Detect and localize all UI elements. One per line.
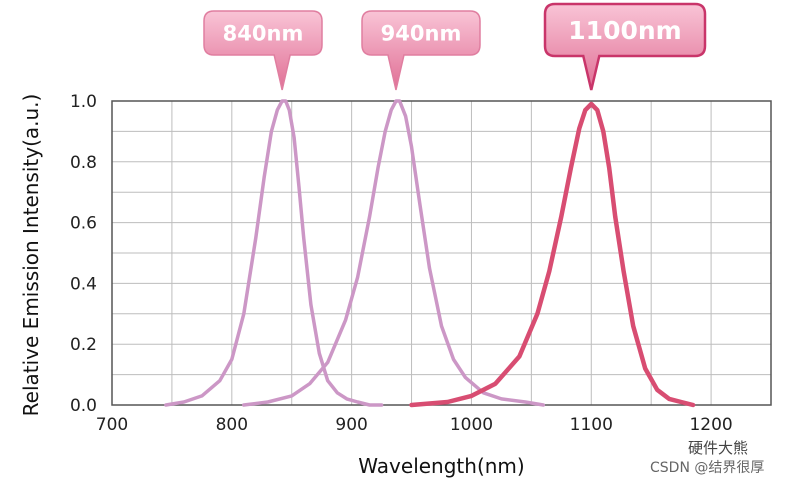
- x-tick-label: 1100: [570, 415, 613, 435]
- x-tick-label: 900: [335, 415, 367, 435]
- x-tick-label: 1200: [689, 415, 732, 435]
- y-tick-label: 1.0: [70, 92, 97, 112]
- callout-bubble: [543, 2, 707, 91]
- y-tick-label: 0.4: [70, 274, 97, 294]
- callout-bubble: [361, 10, 481, 91]
- series-line-840nm: [164, 99, 384, 407]
- peak-callouts: 840nm 940nm 1100nm: [203, 2, 707, 91]
- grid: [112, 101, 771, 405]
- callout-label: 940nm: [381, 22, 462, 46]
- y-tick-label: 0.2: [70, 335, 97, 355]
- series-line-940nm: [242, 99, 546, 407]
- x-tick-label: 800: [216, 415, 248, 435]
- y-axis-title: Relative Emission Intensity(a.u.): [19, 94, 43, 417]
- callout-840nm: 840nm: [203, 10, 323, 91]
- y-tick-label: 0.6: [70, 214, 97, 234]
- x-tick-label: 1000: [450, 415, 493, 435]
- callout-940nm: 940nm: [361, 10, 481, 91]
- y-tick-labels: 0.0 0.2 0.4 0.6 0.8 1.0: [70, 92, 97, 416]
- callout-label: 1100nm: [568, 16, 681, 45]
- series-group: [164, 99, 696, 408]
- callout-bubble: [203, 10, 323, 91]
- x-axis-title: Wavelength(nm): [358, 454, 524, 478]
- x-tick-labels: 700 800 900 1000 1100 1200: [96, 415, 733, 435]
- series-line-1100nm: [409, 101, 696, 408]
- x-tick-label: 700: [96, 415, 128, 435]
- y-tick-label: 0.8: [70, 153, 97, 173]
- y-tick-label: 0.0: [70, 396, 97, 416]
- callout-label: 840nm: [223, 22, 304, 46]
- callout-1100nm: 1100nm: [543, 2, 707, 91]
- watermark-author: CSDN @结界很厚: [650, 460, 765, 476]
- plot-frame: [111, 100, 772, 406]
- watermark-brand: 硬件大熊: [688, 439, 749, 457]
